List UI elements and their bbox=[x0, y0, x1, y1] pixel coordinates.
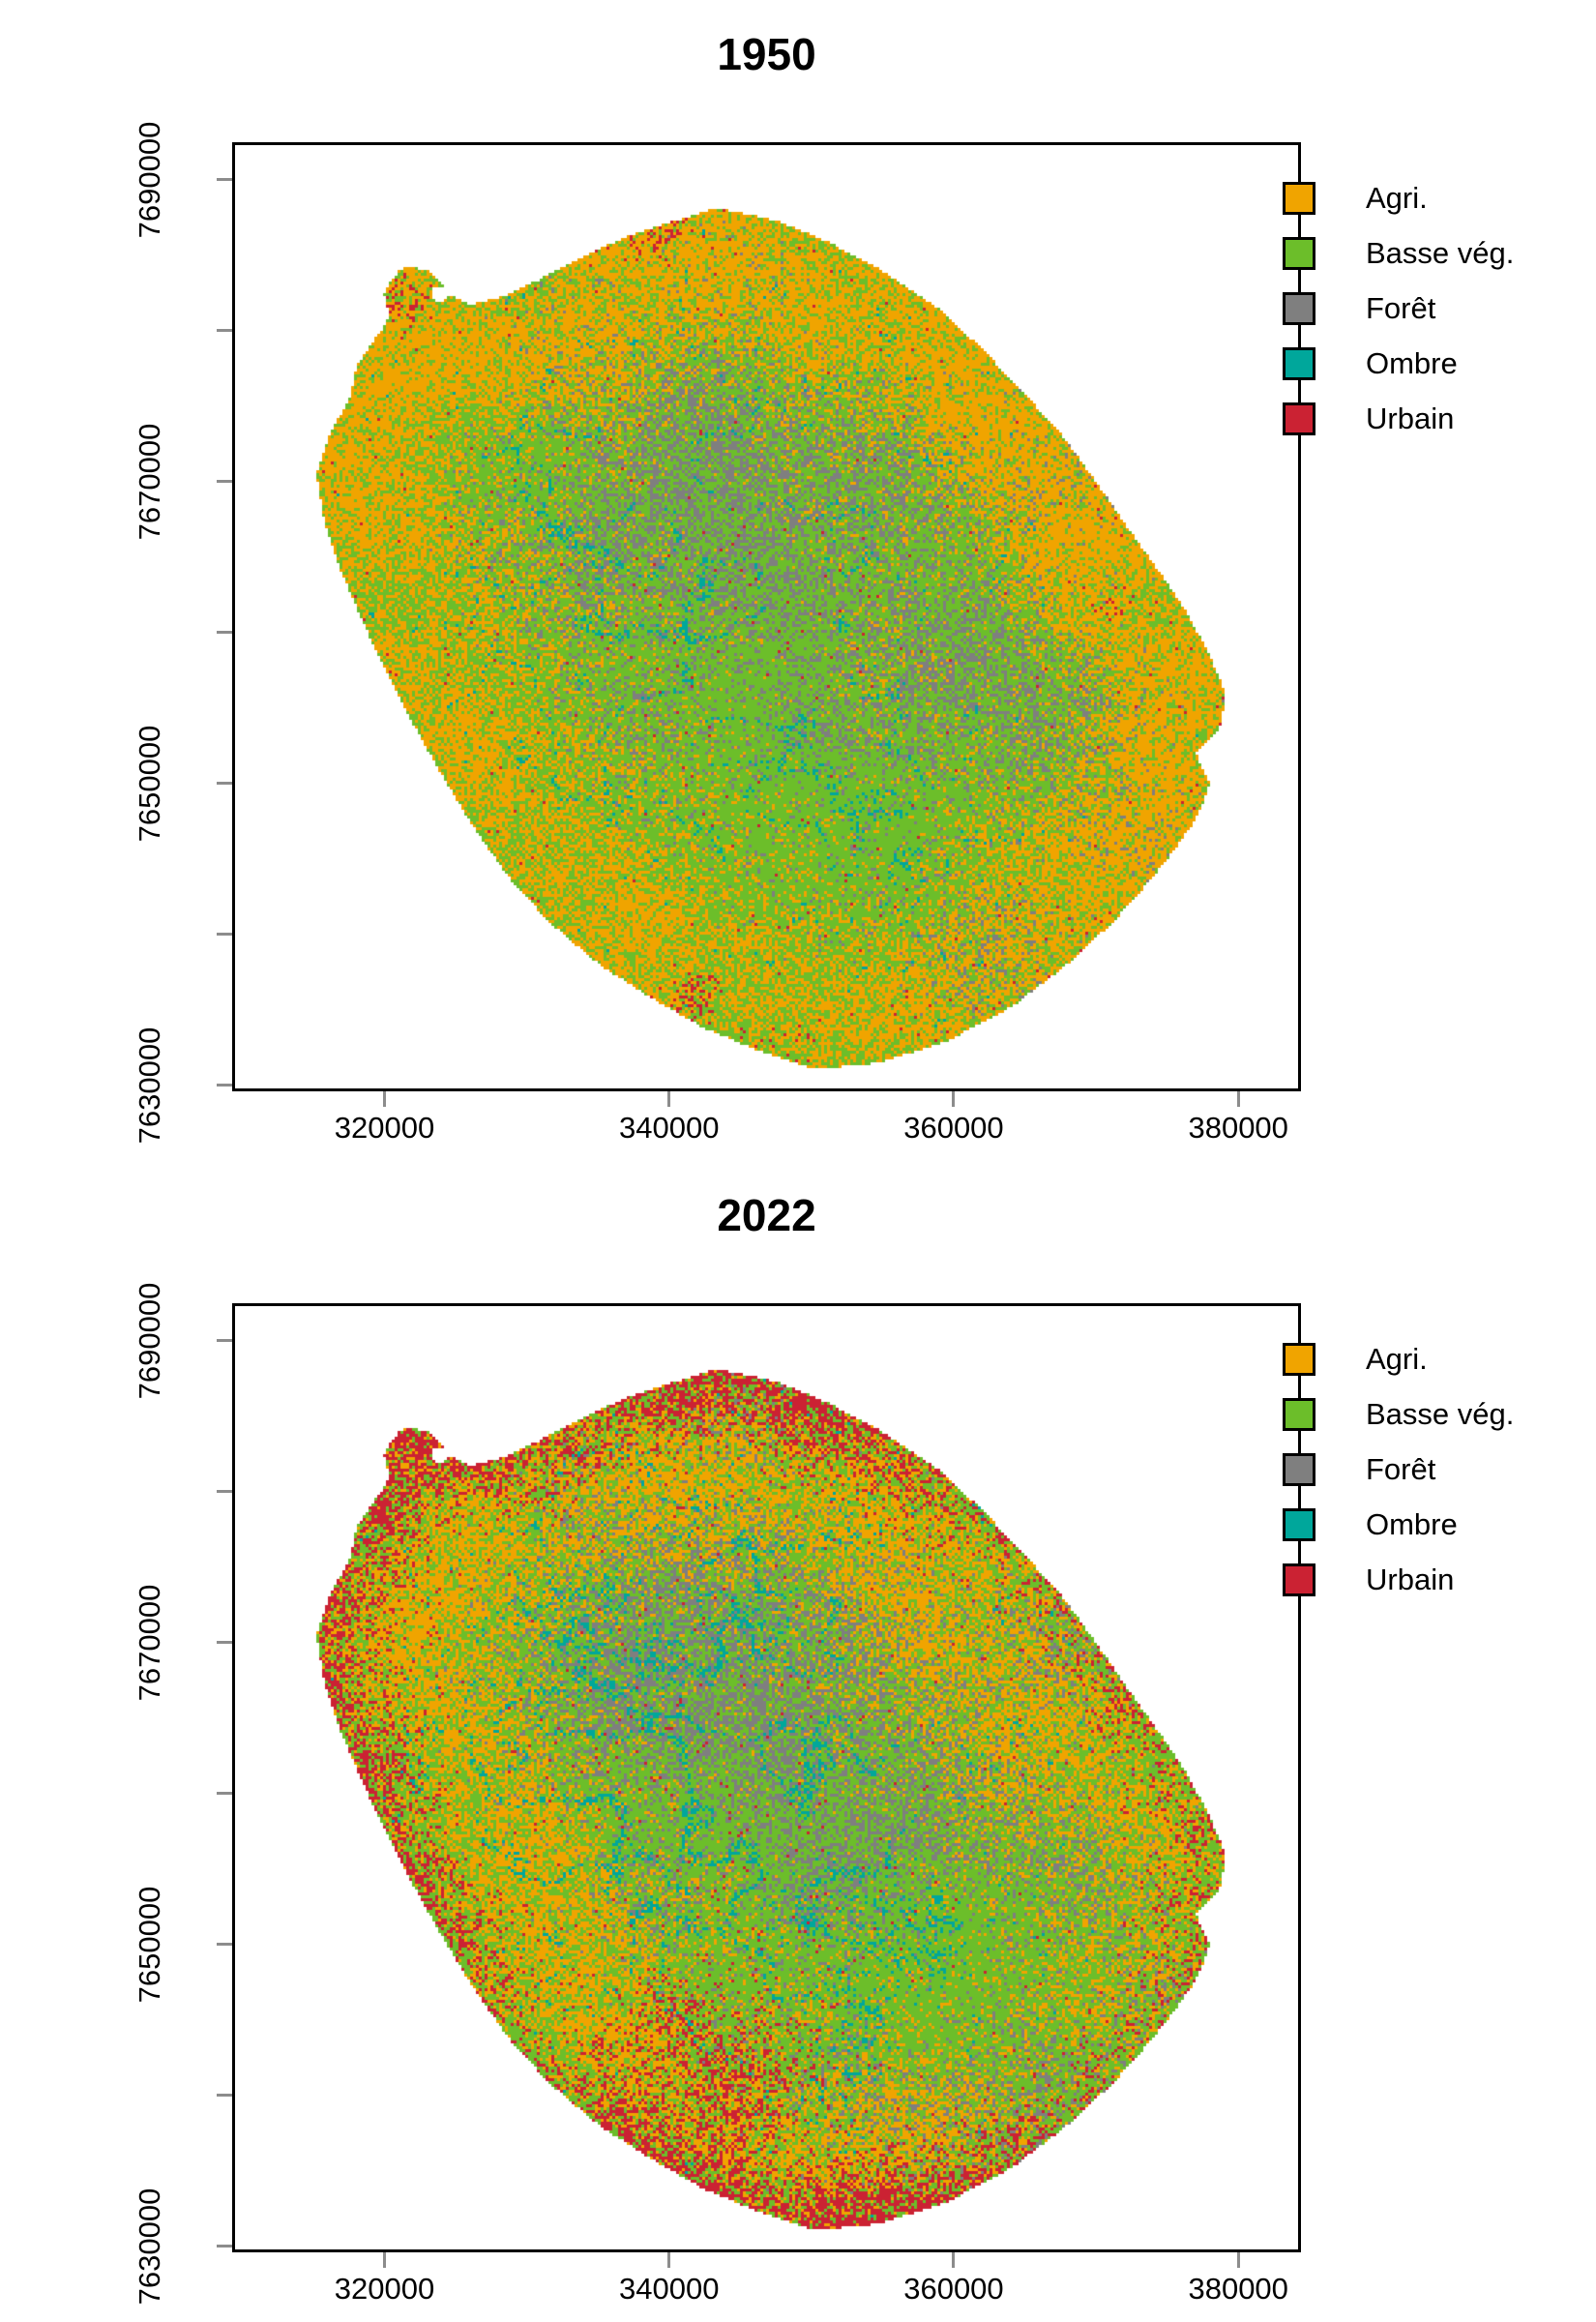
legend-label-ombre: Ombre bbox=[1366, 1507, 1458, 1541]
y-tick-7690000 bbox=[217, 178, 232, 182]
x-tick-320000 bbox=[382, 2252, 386, 2268]
x-tick-label: 380000 bbox=[1188, 2272, 1288, 2306]
y-tick-label: 7670000 bbox=[133, 423, 166, 541]
y-tick-label: 7630000 bbox=[133, 2188, 166, 2306]
y-tick-7630000 bbox=[217, 1084, 232, 1087]
y-tick-7690000 bbox=[217, 1339, 232, 1343]
y-tick-7670000 bbox=[217, 1641, 232, 1645]
land-cover-map-1950 bbox=[235, 145, 1298, 1088]
y-tick-label: 7630000 bbox=[133, 1027, 166, 1145]
legend-swatch-basse bbox=[1283, 1398, 1315, 1431]
map-frame-2022 bbox=[232, 1303, 1301, 2252]
legend-swatch-urbain bbox=[1283, 1563, 1315, 1596]
y-tick-label: 7690000 bbox=[133, 121, 166, 239]
panel-title: 1950 bbox=[717, 29, 816, 79]
legend-label-basse: Basse vég. bbox=[1366, 236, 1515, 270]
panel-1950: 1950 320000 340000 360000 380000 7690000 767… bbox=[133, 29, 1515, 1145]
y-tick-7680000 bbox=[217, 329, 232, 333]
legend-swatch-ombre bbox=[1283, 1508, 1315, 1541]
x-tick-label: 380000 bbox=[1188, 1111, 1288, 1145]
y-tick-7650000 bbox=[217, 782, 232, 786]
y-tick-label: 7650000 bbox=[133, 725, 166, 843]
y-tick-label: 7650000 bbox=[133, 1886, 166, 2004]
x-tick-320000 bbox=[382, 1091, 386, 1107]
y-tick-7670000 bbox=[217, 480, 232, 484]
legend-swatch-ombre bbox=[1283, 347, 1315, 380]
legend-label-agri: Agri. bbox=[1366, 1342, 1428, 1376]
x-tick-label: 360000 bbox=[903, 2272, 1004, 2306]
x-tick-label: 340000 bbox=[618, 1111, 720, 1145]
legend-label-foret: Forêt bbox=[1366, 1452, 1436, 1486]
y-tick-7680000 bbox=[217, 1490, 232, 1494]
x-tick-label: 360000 bbox=[903, 1111, 1004, 1145]
panel-2022: 2022 320000 340000 360000 380000 7690000 767… bbox=[0, 1161, 1596, 2322]
y-tick-7640000 bbox=[217, 933, 232, 937]
x-tick-380000 bbox=[1236, 2252, 1240, 2268]
legend-swatch-foret bbox=[1283, 1453, 1315, 1486]
legend-swatch-urbain bbox=[1283, 402, 1315, 435]
x-tick-label: 320000 bbox=[334, 1111, 435, 1145]
legend-label-urbain: Urbain bbox=[1366, 402, 1455, 435]
panel-title: 2022 bbox=[717, 1190, 816, 1240]
legend-label-basse: Basse vég. bbox=[1366, 1397, 1515, 1431]
legend-swatch-basse bbox=[1283, 237, 1315, 270]
y-tick-label: 7670000 bbox=[133, 1584, 166, 1702]
x-tick-360000 bbox=[952, 1091, 956, 1107]
y-tick-7650000 bbox=[217, 1943, 232, 1947]
legend-label-urbain: Urbain bbox=[1366, 1563, 1455, 1596]
legend-label-foret: Forêt bbox=[1366, 291, 1436, 325]
y-tick-7660000 bbox=[217, 1792, 232, 1796]
x-tick-label: 340000 bbox=[618, 2272, 720, 2306]
x-tick-340000 bbox=[667, 1091, 671, 1107]
x-tick-label: 320000 bbox=[334, 2272, 435, 2306]
x-tick-360000 bbox=[952, 2252, 956, 2268]
legend-swatch-foret bbox=[1283, 292, 1315, 325]
y-tick-7660000 bbox=[217, 631, 232, 635]
legend-swatch-agri bbox=[1283, 1343, 1315, 1376]
legend-label-ombre: Ombre bbox=[1366, 346, 1458, 380]
legend-swatch-agri bbox=[1283, 182, 1315, 215]
land-cover-map-2022 bbox=[235, 1306, 1298, 2249]
y-tick-label: 7690000 bbox=[133, 1282, 166, 1400]
x-tick-340000 bbox=[667, 2252, 671, 2268]
x-tick-380000 bbox=[1236, 1091, 1240, 1107]
y-tick-7630000 bbox=[217, 2245, 232, 2248]
legend-label-agri: Agri. bbox=[1366, 181, 1428, 215]
y-tick-7640000 bbox=[217, 2094, 232, 2098]
map-frame-1950 bbox=[232, 142, 1301, 1091]
